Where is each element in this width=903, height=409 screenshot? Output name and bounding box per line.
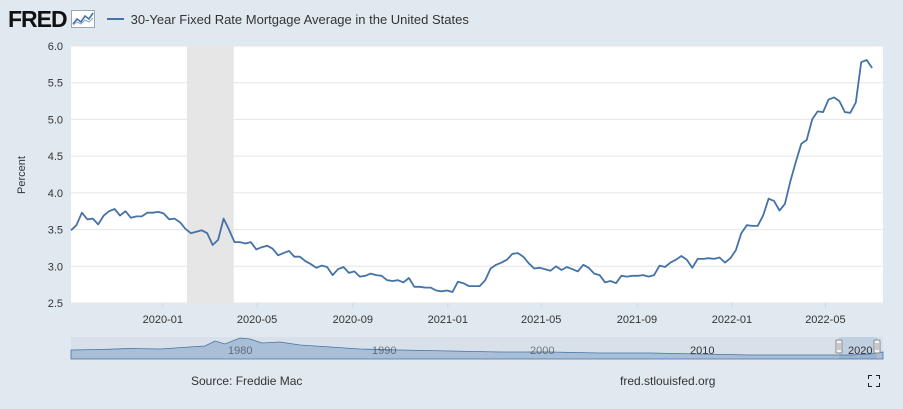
x-axis: 2020-01 2020-05 2020-09 2021-01 2021-05 2021-… xyxy=(143,303,846,326)
y-tick-label: 5.5 xyxy=(48,78,63,90)
y-tick-label: 4.0 xyxy=(48,188,63,200)
fred-graph-icon xyxy=(70,10,95,28)
y-tick-label: 2.5 xyxy=(48,298,63,310)
navigator-right-handle[interactable] xyxy=(873,339,881,354)
y-tick-label: 6.0 xyxy=(48,41,63,53)
chart-header: FRED 30-Year Fixed Rate Mortgage Average… xyxy=(8,6,469,32)
x-tick-label: 2020-01 xyxy=(143,314,183,326)
x-tick-label: 2021-01 xyxy=(428,314,468,326)
y-tick-label: 4.5 xyxy=(48,151,63,163)
navigator-tick-1990: 1990 xyxy=(372,345,396,357)
fred-logo: FRED xyxy=(8,5,68,32)
y-tick-label: 5.0 xyxy=(48,114,63,126)
legend-label: 30-Year Fixed Rate Mortgage Average in t… xyxy=(130,11,469,27)
x-tick-label: 2022-05 xyxy=(805,314,845,326)
navigator-left-handle[interactable] xyxy=(835,339,843,354)
x-tick-label: 2021-09 xyxy=(617,314,657,326)
y-tick-label: 3.5 xyxy=(48,225,63,237)
gridlines xyxy=(71,45,883,304)
navigator-series-area xyxy=(70,337,884,360)
navigator-tick-2000: 2000 xyxy=(530,345,554,357)
range-navigator[interactable]: 1980 1990 2000 2010 2020 xyxy=(70,337,884,360)
source-label: Source: Freddie Mac xyxy=(191,374,303,388)
x-tick-label: 2021-05 xyxy=(521,314,561,326)
navigator-tick-2010: 2010 xyxy=(690,345,714,357)
y-axis-label: Percent xyxy=(16,156,28,194)
x-tick-label: 2020-05 xyxy=(237,314,277,326)
x-tick-label: 2022-01 xyxy=(712,314,752,326)
fullscreen-icon[interactable] xyxy=(868,375,880,387)
source-url-link[interactable]: fred.stlouisfed.org xyxy=(620,374,716,388)
y-tick-label: 3.0 xyxy=(48,261,63,273)
recession-shading xyxy=(187,46,234,303)
navigator-tick-1980: 1980 xyxy=(228,345,252,357)
legend-swatch xyxy=(106,18,124,20)
series-line-mortgage-rate xyxy=(70,59,873,293)
navigator-tick-2020: 2020 xyxy=(848,345,872,357)
navigator-selected-range[interactable] xyxy=(839,337,877,359)
y-axis: 2.5 3.0 3.5 4.0 4.5 5.0 5.5 6.0 xyxy=(48,41,63,310)
x-tick-label: 2020-09 xyxy=(333,314,373,326)
chart-legend: 30-Year Fixed Rate Mortgage Average in t… xyxy=(106,11,469,27)
